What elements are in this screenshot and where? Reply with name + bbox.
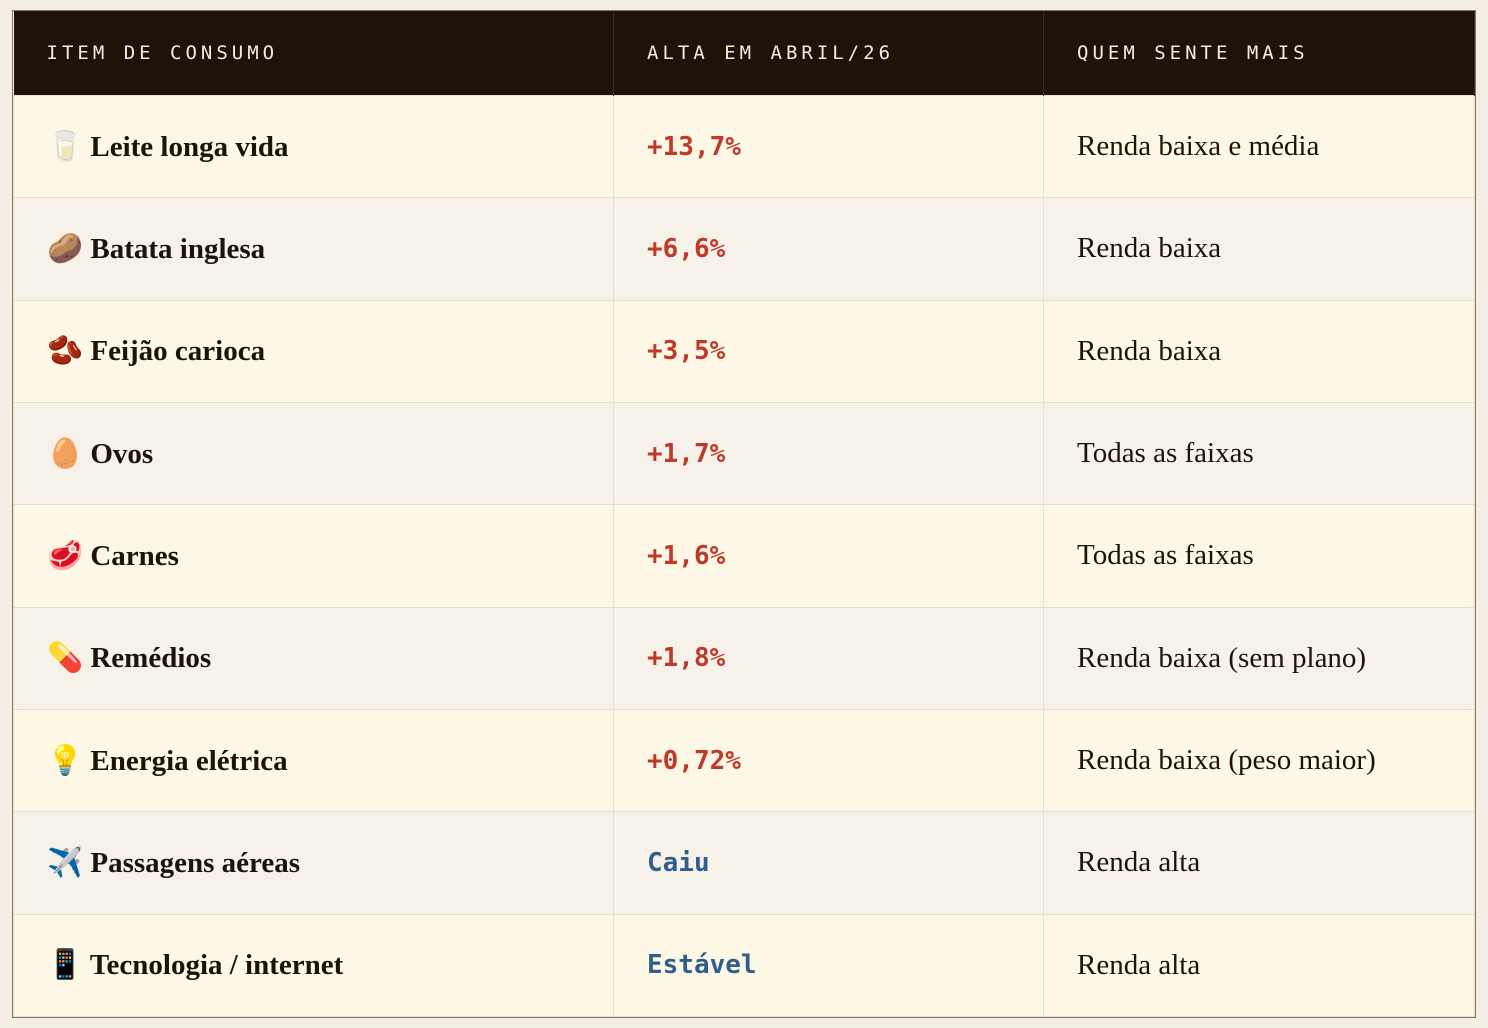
change-cell: Caiu [613, 811, 1044, 915]
who-cell: Renda alta [1043, 811, 1475, 915]
who-cell: Renda baixa (peso maior) [1043, 708, 1475, 813]
who-cell: Renda alta [1043, 913, 1475, 1018]
table-row: 🥚 Ovos +1,7% Todas as faixas [13, 401, 1475, 506]
table-row: 🥔 Batata inglesa +6,6% Renda baixa [13, 197, 1475, 301]
item-cell: 🥚 Ovos [13, 401, 614, 506]
table-row: 🫘 Feijão carioca +3,5% Renda baixa [13, 299, 1475, 403]
who-cell: Todas as faixas [1043, 504, 1475, 608]
who-cell: Renda baixa [1043, 197, 1475, 301]
table-frame: ITEM DE CONSUMO ALTA EM ABRIL/26 QUEM SE… [12, 10, 1476, 1018]
table-row: ✈️ Passagens aéreas Caiu Renda alta [13, 811, 1475, 915]
table-row: 🥛 Leite longa vida +13,7% Renda baixa e mé… [13, 94, 1475, 199]
who-cell: Renda baixa e média [1043, 94, 1475, 199]
change-cell: +0,72% [613, 708, 1044, 813]
table-row: 💡 Energia elétrica +0,72% Renda baixa (pes… [13, 708, 1475, 813]
who-cell: Todas as faixas [1043, 401, 1475, 506]
table-row: 🥩 Carnes +1,6% Todas as faixas [13, 504, 1475, 608]
item-cell: 💡 Energia elétrica [13, 708, 614, 813]
item-cell: 🫘 Feijão carioca [13, 299, 614, 403]
who-cell: Renda baixa [1043, 299, 1475, 403]
item-cell: ✈️ Passagens aéreas [13, 811, 614, 915]
table: ITEM DE CONSUMO ALTA EM ABRIL/26 QUEM SE… [13, 11, 1475, 1018]
item-cell: 💊 Remédios [13, 606, 614, 710]
header-cell: ITEM DE CONSUMO [13, 11, 614, 96]
table-row: 💊 Remédios +1,8% Renda baixa (sem plano) [13, 606, 1475, 710]
table-body: 🥛 Leite longa vida +13,7% Renda baixa e mé… [13, 94, 1475, 1018]
item-cell: 🥩 Carnes [13, 504, 614, 608]
header-cell: ALTA EM ABRIL/26 [613, 11, 1044, 96]
item-cell: 🥛 Leite longa vida [13, 94, 614, 199]
change-cell: +13,7% [613, 94, 1044, 199]
change-cell: Estável [613, 913, 1044, 1018]
change-cell: +6,6% [613, 197, 1044, 301]
header-row: ITEM DE CONSUMO ALTA EM ABRIL/26 QUEM SE… [13, 11, 1475, 96]
item-cell: 🥔 Batata inglesa [13, 197, 614, 301]
change-cell: +3,5% [613, 299, 1044, 403]
header-cell: QUEM SENTE MAIS [1043, 11, 1475, 96]
change-cell: +1,8% [613, 606, 1044, 710]
item-cell: 📱 Tecnologia / internet [13, 913, 614, 1018]
who-cell: Renda baixa (sem plano) [1043, 606, 1475, 710]
change-cell: +1,6% [613, 504, 1044, 608]
table-row: 📱 Tecnologia / internet Estável Renda alta [13, 913, 1475, 1018]
change-cell: +1,7% [613, 401, 1044, 506]
